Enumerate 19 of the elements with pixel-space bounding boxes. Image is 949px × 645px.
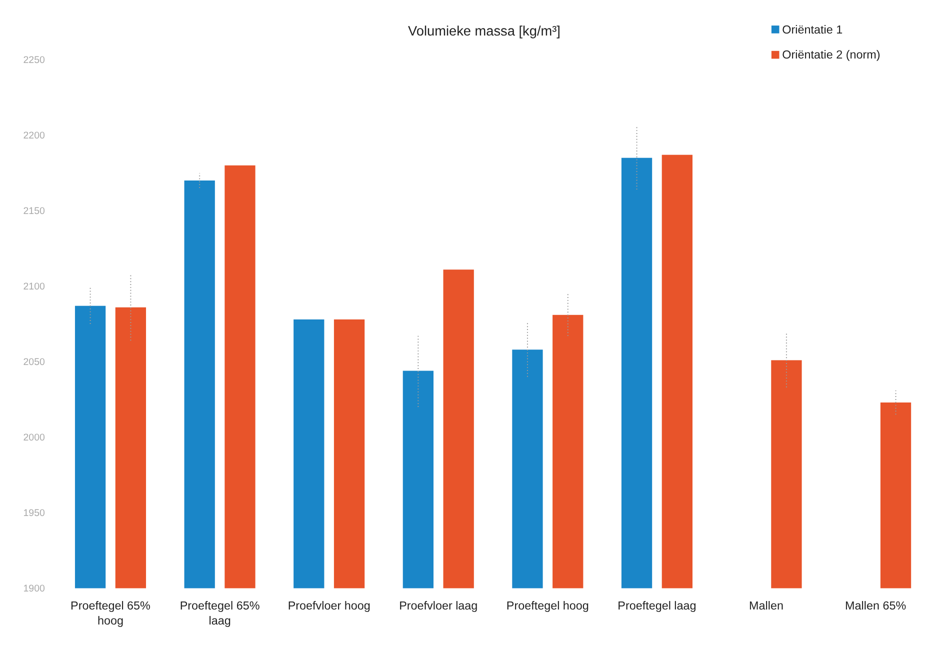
legend-label: Oriëntatie 1 bbox=[782, 23, 843, 36]
y-tick-label: 2050 bbox=[23, 357, 46, 368]
y-tick-label: 2250 bbox=[23, 55, 46, 66]
y-tick-label: 2000 bbox=[23, 432, 46, 444]
y-tick-label: 1900 bbox=[23, 584, 46, 595]
y-tick-label: 1950 bbox=[23, 508, 46, 520]
x-tick-label: Proefvloer hoog bbox=[288, 600, 370, 613]
x-tick-label: Mallen 65% bbox=[845, 600, 906, 613]
x-tick-label: Proeftegel 65% laag bbox=[180, 600, 260, 628]
y-tick-label: 2100 bbox=[23, 282, 46, 293]
x-tick-label: Proefvloer laag bbox=[399, 600, 478, 613]
chart-title: Volumieke massa [kg/m³] bbox=[408, 23, 560, 38]
x-tick-label: Proeftegel laag bbox=[618, 600, 696, 613]
x-tick-label: Mallen bbox=[749, 600, 784, 613]
y-tick-label: 2150 bbox=[23, 206, 46, 218]
x-tick-label: Proeftegel hoog bbox=[506, 600, 589, 613]
x-tick-label: Proeftegel 65% hoog bbox=[70, 600, 150, 628]
legend-label: Oriëntatie 2 (norm) bbox=[782, 48, 880, 62]
y-tick-label: 2200 bbox=[23, 130, 46, 142]
